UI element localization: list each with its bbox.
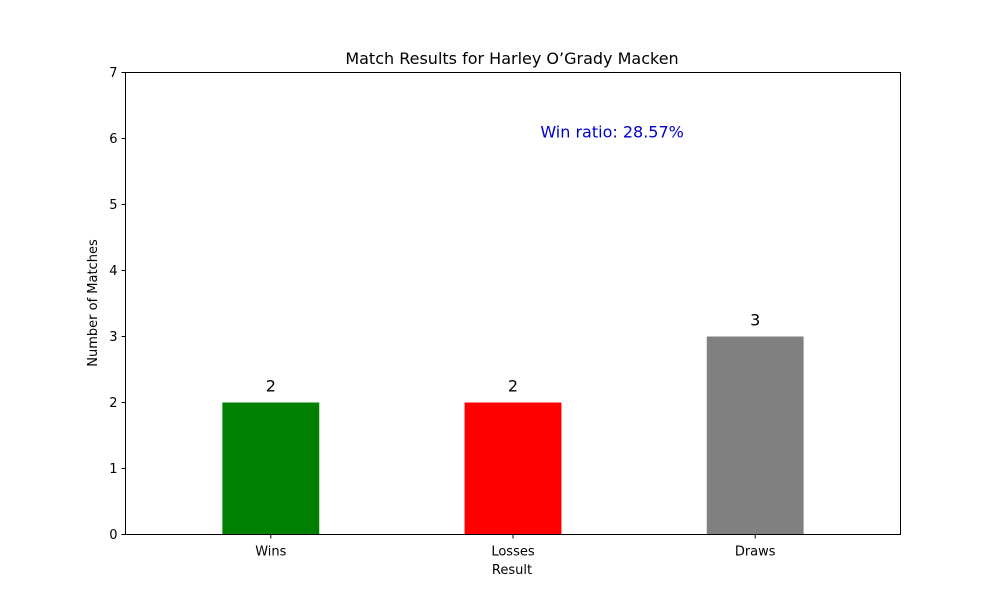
y-tick-label: 4 [109, 264, 117, 279]
y-tick-label: 2 [109, 396, 117, 411]
y-tick-label: 5 [109, 198, 117, 213]
y-tick-label: 3 [109, 330, 117, 345]
bar-value-label: 2 [508, 377, 518, 396]
bar-value-label: 2 [266, 377, 276, 396]
x-axis: Wins Losses Draws [255, 534, 776, 560]
y-tick-label: 7 [109, 66, 117, 81]
y-axis: 0 1 2 3 4 5 6 7 [109, 66, 126, 543]
y-tick-label: 6 [109, 132, 117, 147]
bar-labels-group: 2 2 3 [266, 311, 761, 396]
y-tick-label: 1 [109, 462, 117, 477]
plot-frame [125, 72, 901, 535]
y-tick-label: 0 [109, 528, 117, 543]
win-ratio-annotation: Win ratio: 28.57% [540, 123, 684, 142]
chart-title: Match Results for Harley O’Grady Macken [345, 49, 678, 68]
bar-draws [706, 336, 804, 535]
bar-wins [222, 402, 320, 535]
bar-value-label: 3 [750, 311, 760, 330]
x-tick-label: Losses [491, 545, 535, 560]
bar-losses [464, 402, 562, 535]
x-tick-label: Wins [255, 545, 286, 560]
y-axis-label: Number of Matches [86, 239, 101, 367]
x-axis-label: Result [492, 563, 532, 578]
bars-group [222, 336, 804, 535]
x-tick-label: Draws [735, 545, 776, 560]
